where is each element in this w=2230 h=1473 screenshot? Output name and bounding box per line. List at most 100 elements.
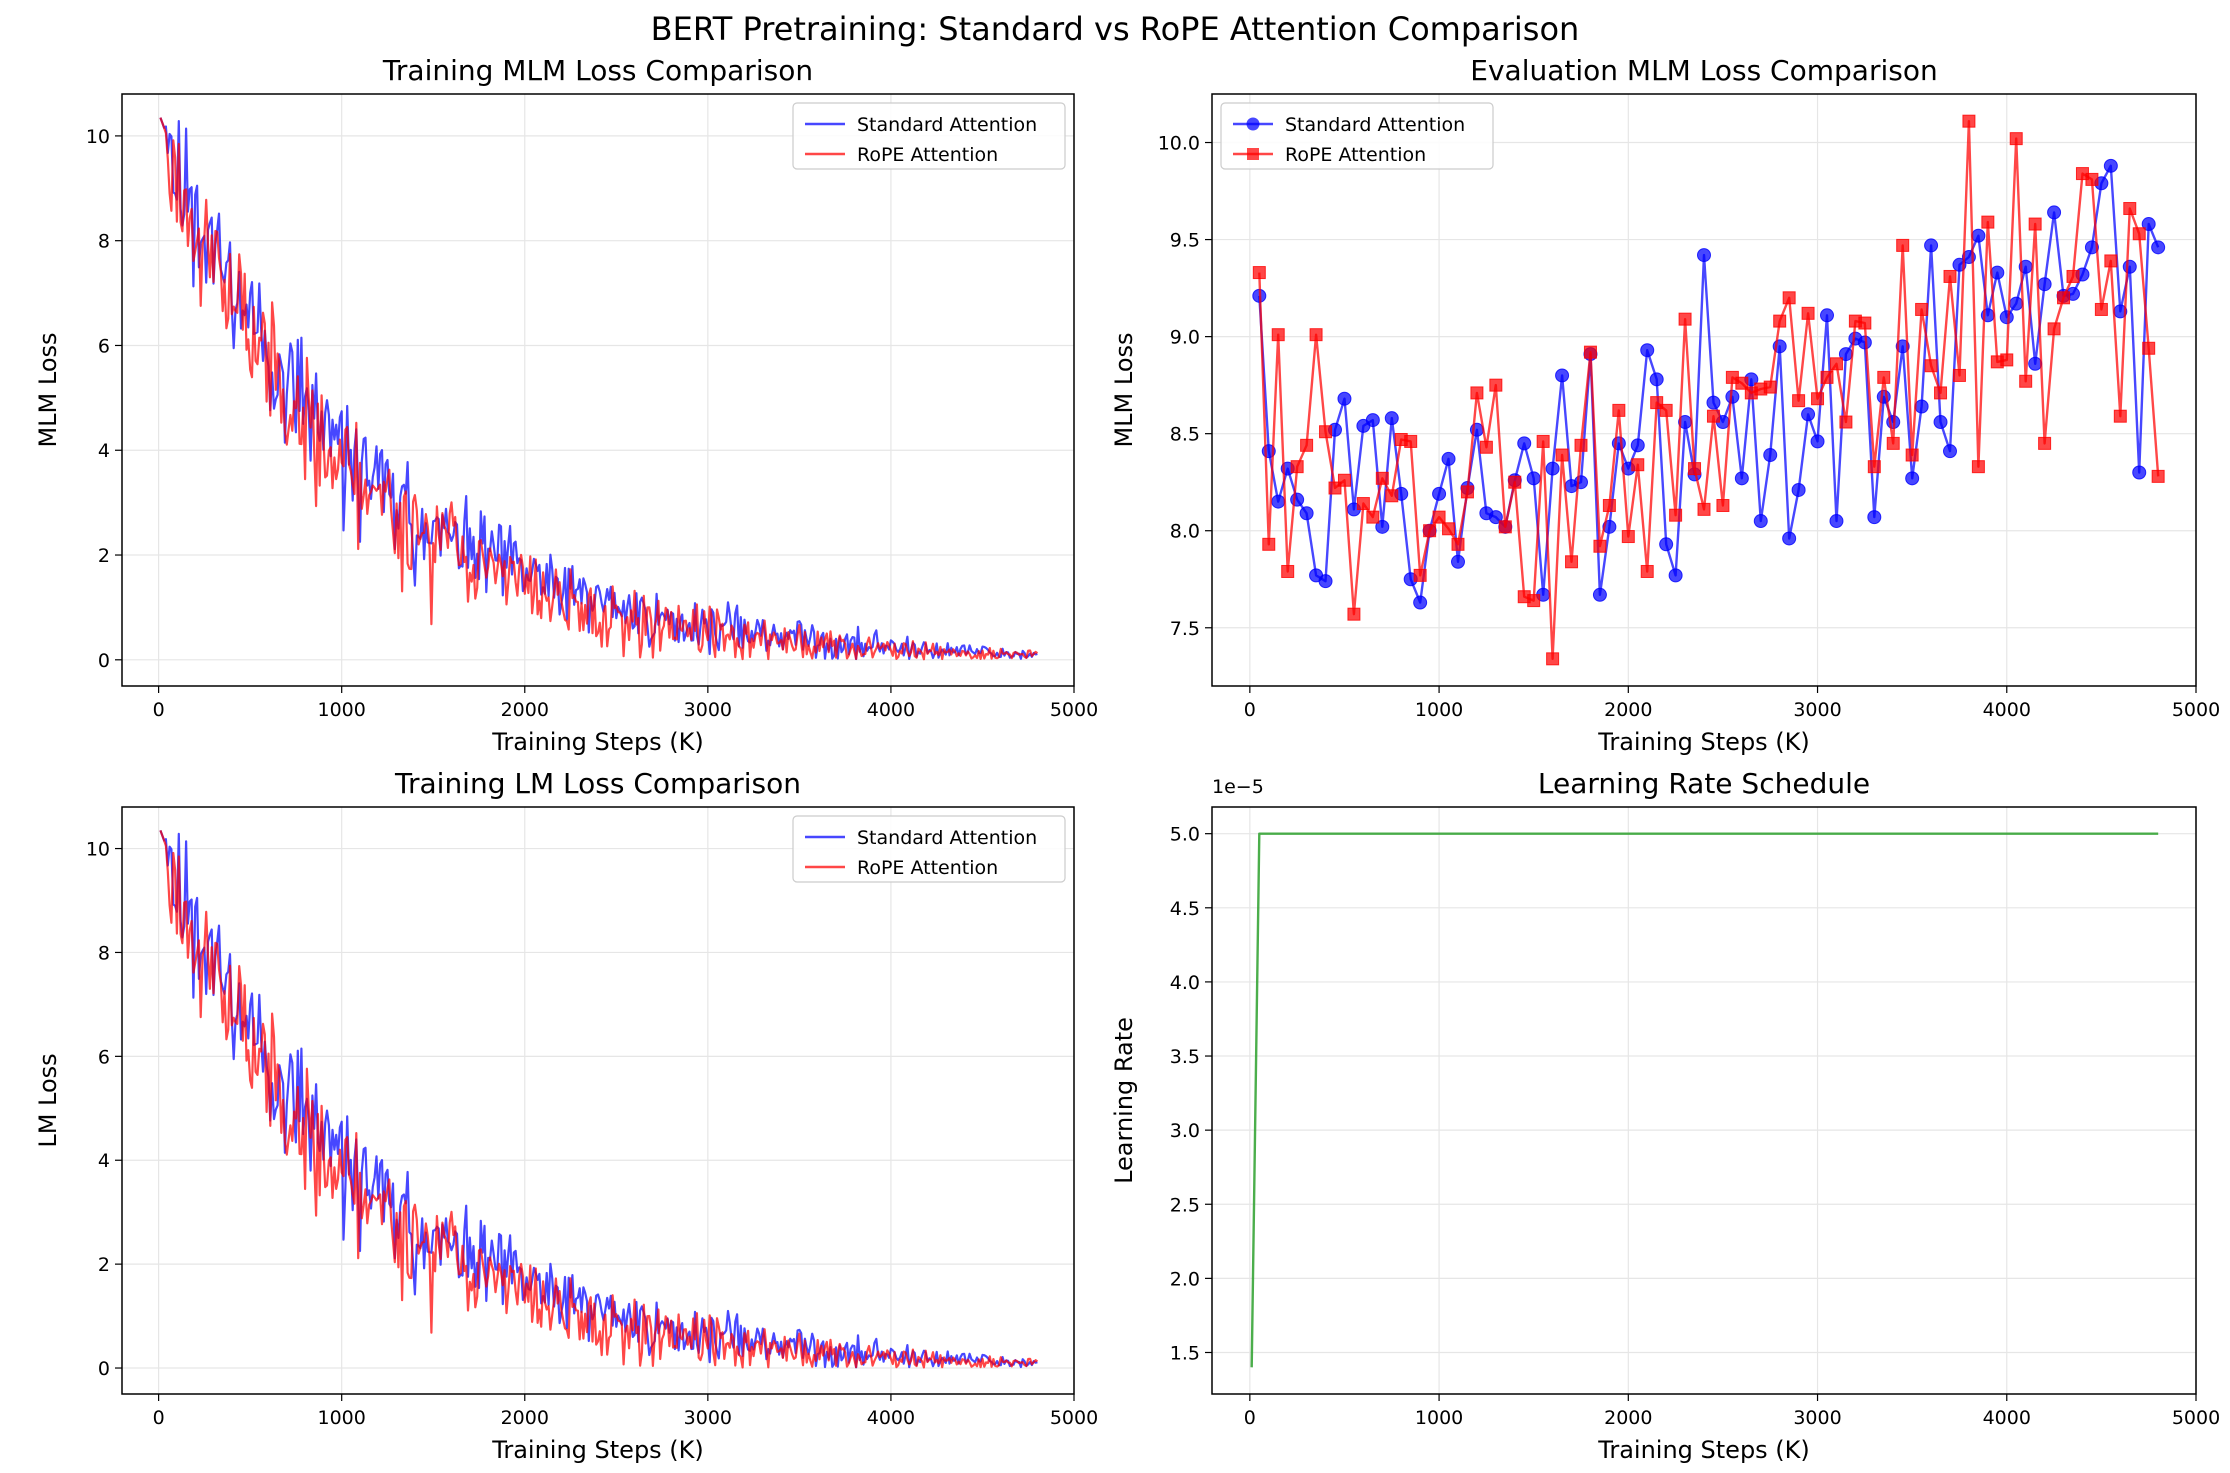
data-point <box>1271 494 1286 509</box>
data-point <box>1460 485 1474 499</box>
legend-item: Standard Attention <box>805 827 1037 849</box>
data-point <box>1735 376 1749 390</box>
legend-marker <box>1246 117 1260 131</box>
data-point <box>1829 357 1843 371</box>
x-tick-label: 1000 <box>318 699 366 721</box>
data-point <box>2104 254 2118 268</box>
data-point <box>1858 316 1872 330</box>
legend-label: Standard Attention <box>857 827 1037 849</box>
data-point <box>2009 296 2024 311</box>
data-point <box>1933 415 1948 430</box>
data-point <box>1829 514 1844 529</box>
y-tick-label: 4.0 <box>1170 972 1200 994</box>
data-point <box>1763 380 1777 394</box>
data-point <box>1451 554 1465 569</box>
data-point <box>1905 448 1919 462</box>
legend: Standard Attention RoPE Attention <box>1220 102 1494 170</box>
data-point <box>1365 413 1380 428</box>
data-point <box>1546 652 1560 666</box>
data-point <box>1555 448 1569 462</box>
chart-title: Training LM Loss Comparison <box>394 767 801 800</box>
data-point <box>2047 322 2061 336</box>
chart-title: Training MLM Loss Comparison <box>382 54 813 87</box>
grid <box>1212 807 2197 1394</box>
chart-panel-eval_mlm: Evaluation MLM Loss Comparison 0 1000 2000 3… <box>1110 54 2220 756</box>
data-point <box>2151 469 2165 483</box>
y-tick-label: 8.5 <box>1170 424 1200 446</box>
data-point <box>2084 240 2099 255</box>
series-line <box>1258 120 2160 660</box>
x-tick-label: 5000 <box>2172 1407 2220 1429</box>
series-standard-attention <box>159 830 1038 1369</box>
x-axis-label: Training Steps (K) <box>491 1436 704 1464</box>
y-tick-label: 4 <box>98 1150 110 1172</box>
data-point <box>1470 386 1484 400</box>
x-tick-label: 5000 <box>2172 699 2220 721</box>
data-point <box>1697 502 1711 516</box>
legend-item: Standard Attention <box>805 114 1037 136</box>
data-point <box>1413 595 1428 610</box>
data-point <box>1309 328 1323 342</box>
data-point <box>2019 374 2033 388</box>
data-point <box>1413 568 1427 582</box>
x-tick-label: 1000 <box>1415 1407 1463 1429</box>
y-tick-label: 3.0 <box>1170 1120 1200 1142</box>
data-point <box>1640 564 1654 578</box>
y-offset-label: 1e−5 <box>1212 776 1264 798</box>
data-point <box>1820 370 1834 384</box>
y-tick-label: 8.0 <box>1170 521 1200 543</box>
y-tick-label: 8 <box>98 942 110 964</box>
figure-title: BERT Pretraining: Standard vs RoPE Atten… <box>651 10 1580 48</box>
data-point <box>1801 407 1816 422</box>
series-line <box>1250 832 2159 1368</box>
y-axis-label: LM Loss <box>34 1053 62 1147</box>
data-point <box>1498 520 1512 534</box>
data-point <box>1763 448 1778 463</box>
data-point <box>1366 510 1380 524</box>
data-point <box>1451 537 1465 551</box>
x-tick-label: 0 <box>153 699 165 721</box>
x-tick-label: 4000 <box>867 1407 915 1429</box>
x-tick-label: 1000 <box>1415 699 1463 721</box>
series-line <box>159 117 1038 661</box>
data-point <box>1688 462 1702 476</box>
data-point <box>1971 228 1986 243</box>
data-point <box>1526 471 1541 486</box>
legend-label: RoPE Attention <box>1285 144 1426 166</box>
data-point <box>1592 587 1607 602</box>
y-tick-label: 2 <box>98 1254 110 1276</box>
x-tick-label: 3000 <box>684 699 732 721</box>
y-tick-label: 0 <box>98 650 110 672</box>
series-rope-attention <box>159 830 1039 1369</box>
data-point <box>1659 537 1674 552</box>
data-point <box>1971 460 1985 474</box>
x-tick-label: 3000 <box>1793 1407 1841 1429</box>
axes-frame <box>121 93 1075 687</box>
y-tick-label: 10 <box>86 839 110 861</box>
y-tick-label: 3.5 <box>1170 1046 1200 1068</box>
chart-panel-train_mlm: Training MLM Loss Comparison 0 1000 2000 300… <box>34 54 1098 756</box>
data-point <box>1318 574 1333 589</box>
y-tick-label: 0 <box>98 1358 110 1380</box>
data-point <box>1299 506 1314 521</box>
legend-item: RoPE Attention <box>1233 144 1426 166</box>
y-tick-label: 6 <box>98 1046 110 1068</box>
legend-box <box>792 815 1066 883</box>
data-point <box>1262 537 1276 551</box>
y-tick-label: 8 <box>98 231 110 253</box>
data-point <box>1924 238 1939 253</box>
x-tick-label: 2000 <box>501 1407 549 1429</box>
legend-label: Standard Attention <box>1285 114 1465 136</box>
data-point <box>1905 471 1920 486</box>
data-point <box>1319 425 1333 439</box>
data-point <box>1990 265 2005 280</box>
series-line <box>159 830 1039 1369</box>
x-axis-label: Training Steps (K) <box>491 728 704 756</box>
legend-box <box>1220 102 1494 170</box>
y-axis-label: MLM Loss <box>1110 332 1138 447</box>
x-axis-label: Training Steps (K) <box>1597 728 1810 756</box>
plot-area <box>159 117 1039 661</box>
x-tick-label: 0 <box>1244 1407 1256 1429</box>
y-tick-label: 7.5 <box>1170 618 1200 640</box>
data-point <box>1943 444 1957 459</box>
